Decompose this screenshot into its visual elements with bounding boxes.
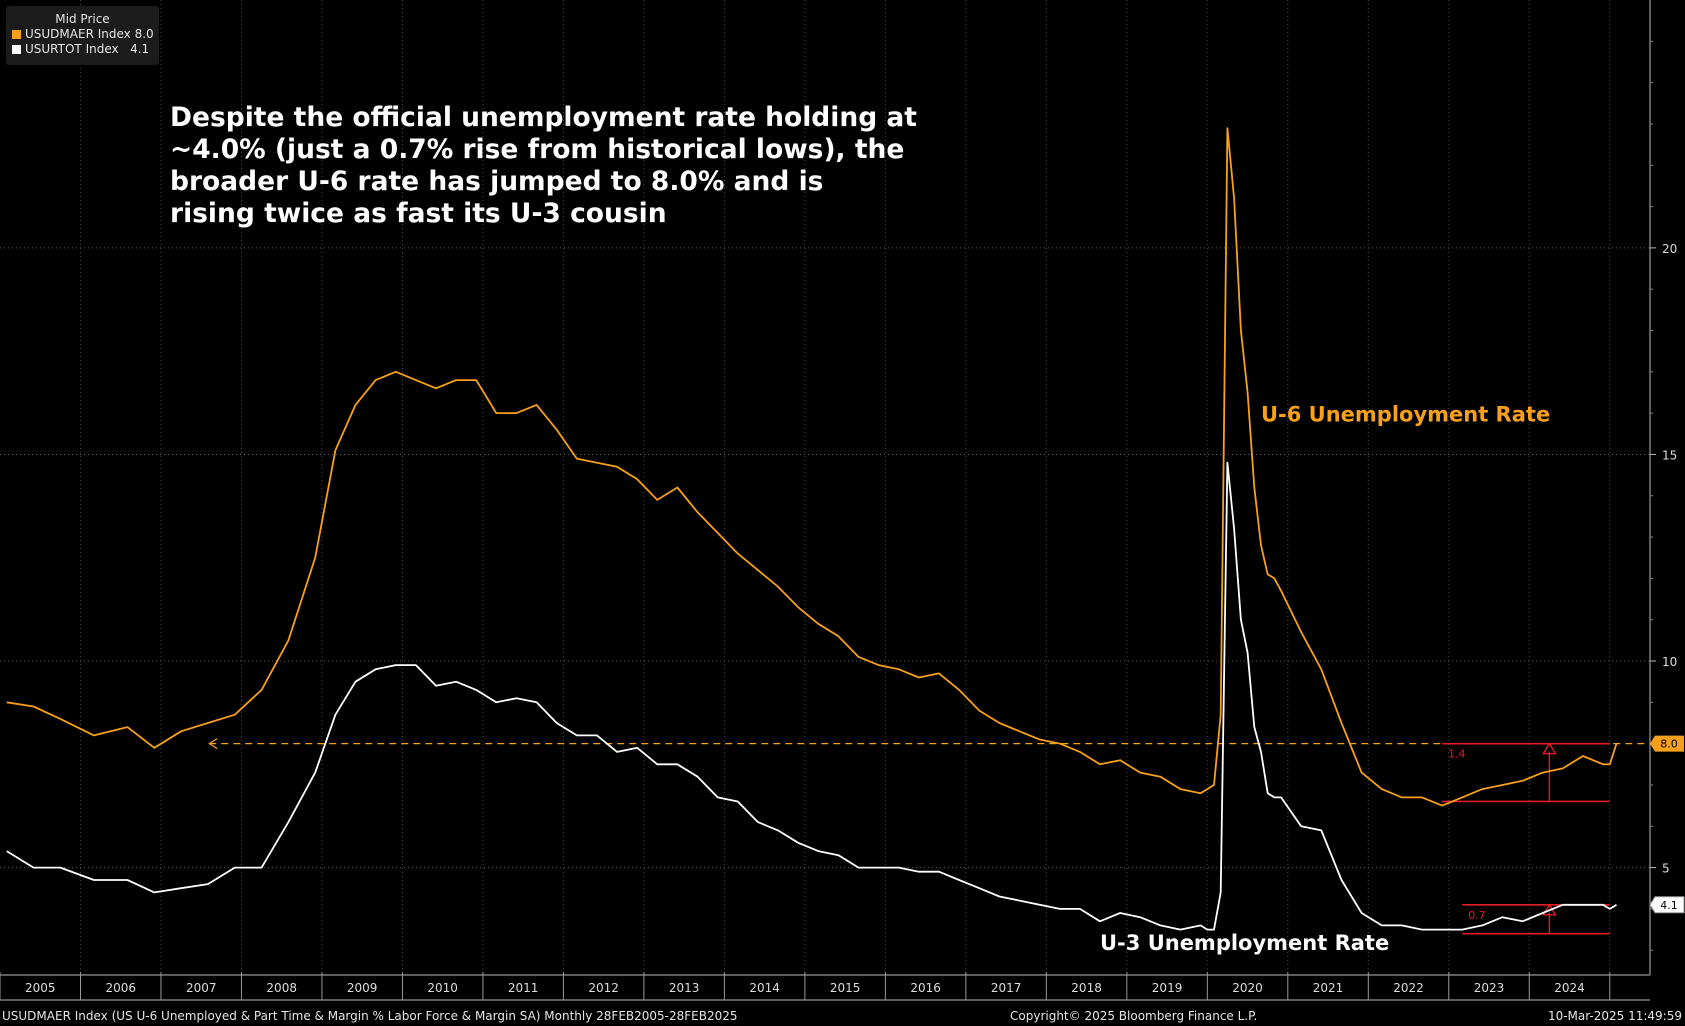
legend-value-u6: 8.0 [134,27,154,41]
last-value-tag-u6 [1650,735,1684,752]
series-label: U-3 Unemployment Rate [1100,931,1389,955]
grid-lines [0,0,1650,975]
x-tick-label: 2018 [1071,981,1102,995]
legend-value-u3: 4.1 [130,42,150,56]
x-tick-label: 2016 [910,981,941,995]
x-tick-label: 2013 [669,981,700,995]
measurement-annotations: 1.4 0.7 [1442,742,1610,935]
x-tick-label: 2014 [749,981,780,995]
x-tick-label: 2017 [991,981,1022,995]
legend-header: Mid Price [55,12,110,26]
x-tick-label: 2007 [186,981,217,995]
legend-swatch-u6 [12,30,21,39]
x-tick-label: 2020 [1232,981,1263,995]
x-tick-label: 2008 [266,981,297,995]
last-value-tag-u3 [1649,896,1685,914]
x-tick-label: 2024 [1554,981,1585,995]
annotation-line: rising twice as fast its U-3 cousin [170,198,667,229]
x-tick-label: 2022 [1393,981,1424,995]
axes [0,0,1651,1001]
chart-annotation: Despite the official unemployment rate h… [170,102,970,230]
series-label: U-6 Unemployment Rate [1261,402,1550,426]
legend-label-u3: USURTOT Index [25,42,119,56]
legend-item-u3: USURTOT Index 4.1 [6,42,159,57]
x-tick-label: 2015 [830,981,861,995]
x-axis-ticks: 2005 2006 2007 2008 2009 2010 2011 2012 2013 2014… [0,972,1611,1000]
reference-arrowhead [208,738,218,750]
annotation-line: ~4.0% (just a 0.7% rise from historical … [170,134,905,165]
footer-copyright: Copyright© 2025 Bloomberg Finance L.P. [1010,1009,1258,1023]
legend: Mid Price USUDMAER Index 8.0 USURTOT Ind… [6,6,159,65]
footer-source: USUDMAER Index (US U-6 Unemployed & Part… [2,1009,738,1023]
annotation-line: broader U-6 rate has jumped to 8.0% and … [170,166,824,197]
x-tick-label: 2010 [427,981,458,995]
measure-label: 1.4 [1448,748,1466,761]
last-value-tags: 8.0 4.1 [1649,735,1685,914]
reference-line [208,738,1650,750]
last-value-text-u6: 8.0 [1660,738,1678,751]
y-tick-label: 15 [1662,448,1677,462]
measure-label: 0.7 [1468,909,1486,922]
series-lines [6,127,1618,931]
y-tick-label: 20 [1662,242,1677,256]
footer-timestamp: 10-Mar-2025 11:49:59 [1547,1009,1682,1023]
series-line-u6 [6,127,1618,807]
x-tick-label: 2009 [347,981,378,995]
series-line-u3 [6,461,1617,931]
x-tick-label: 2005 [25,981,56,995]
x-tick-label: 2019 [1152,981,1183,995]
legend-label-u6: USUDMAER Index [25,27,131,41]
annotation-line: Despite the official unemployment rate h… [170,102,917,133]
x-tick-label: 2006 [105,981,136,995]
y-axis-ticks: 5 10 15 20 [1650,40,1677,951]
y-tick-label: 10 [1662,655,1677,669]
legend-swatch-u3 [12,45,21,54]
last-value-text-u3: 4.1 [1660,899,1678,912]
x-tick-label: 2011 [508,981,539,995]
measure-arrowhead [1542,742,1557,755]
x-tick-label: 2021 [1313,981,1344,995]
legend-item-u6: USUDMAER Index 8.0 [6,27,159,42]
x-tick-label: 2012 [588,981,619,995]
y-tick-label: 5 [1662,862,1670,876]
x-tick-label: 2023 [1474,981,1505,995]
series-labels: U-6 Unemployment Rate U-3 Unemployment Ra… [1100,402,1550,955]
